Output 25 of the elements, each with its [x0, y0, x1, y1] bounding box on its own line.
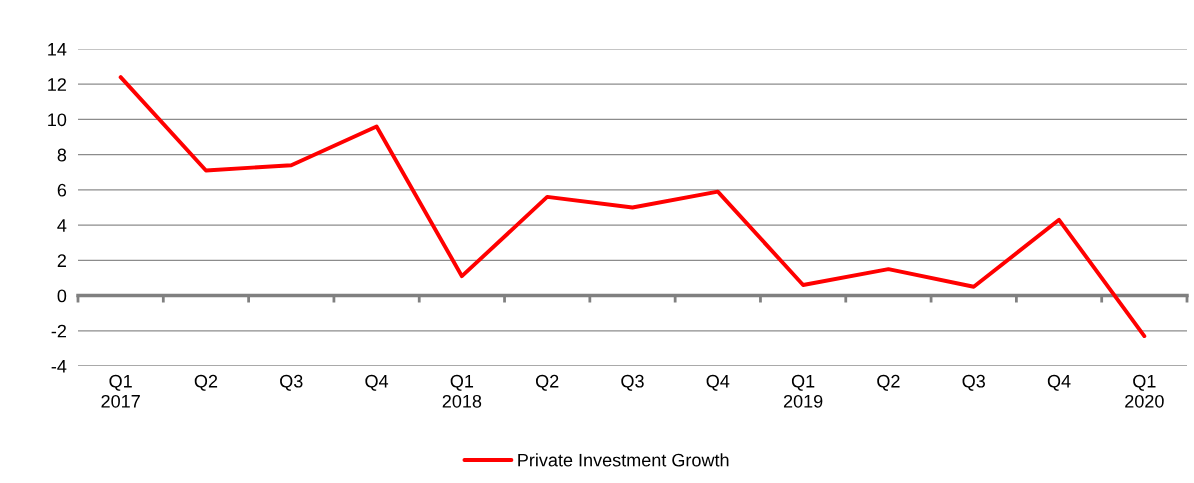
y-tick-label: 0: [57, 289, 67, 303]
x-tick-label: Q4: [706, 374, 730, 391]
x-tick-label: Q3: [621, 374, 644, 391]
x-tick-label: Q1 2018: [442, 374, 482, 408]
x-tick-label: Q2: [877, 374, 900, 391]
x-tick-label: Q2: [536, 374, 559, 391]
y-tick-label: 4: [57, 219, 67, 232]
y-tick-label: 2: [57, 254, 66, 267]
y-tick-label: 8: [57, 148, 67, 162]
y-tick-label: 14: [48, 43, 67, 56]
line-series: [118, 75, 1147, 339]
y-tick-label: 12: [48, 78, 66, 91]
y-tick-label: -4: [51, 360, 67, 373]
x-tick-label: Q1 2017: [101, 374, 140, 408]
y-tick-label: -2: [51, 324, 66, 338]
y-tick-label: 10: [48, 113, 67, 127]
x-tick-label: Q3: [962, 374, 985, 391]
x-tick-label: Q4: [365, 374, 389, 391]
y-tick-label: 6: [57, 183, 67, 197]
x-tick-label: Q2: [194, 374, 218, 391]
x-tick-label: Q3: [280, 374, 303, 391]
x-tick-label: Q1 2020: [1125, 374, 1164, 408]
x-tick-label: Q1 2019: [783, 374, 823, 408]
x-tick-label: Q4: [1047, 374, 1071, 391]
legend-label: Private Investment Growth: [518, 453, 729, 467]
